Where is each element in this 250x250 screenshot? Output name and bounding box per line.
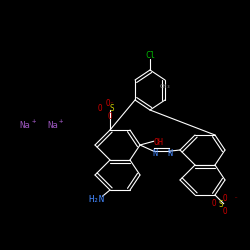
Text: N: N [152, 149, 158, 158]
Text: Na: Na [20, 120, 30, 130]
Text: O: O [212, 199, 216, 208]
Text: Cl: Cl [145, 50, 155, 59]
Text: CH₃: CH₃ [160, 84, 170, 89]
Text: O: O [98, 104, 102, 113]
Text: O: O [223, 194, 227, 203]
Text: +: + [32, 118, 36, 124]
Text: H₂N: H₂N [88, 196, 104, 204]
Text: S: S [110, 104, 114, 113]
Text: S: S [219, 200, 224, 209]
Text: Na: Na [47, 120, 58, 130]
Text: O: O [223, 207, 227, 216]
Text: N: N [168, 149, 172, 158]
Text: O: O [108, 112, 112, 121]
Text: +: + [59, 118, 64, 124]
Text: ⁻: ⁻ [233, 196, 237, 202]
Text: OH: OH [154, 138, 164, 147]
Text: O⁻: O⁻ [106, 99, 114, 108]
